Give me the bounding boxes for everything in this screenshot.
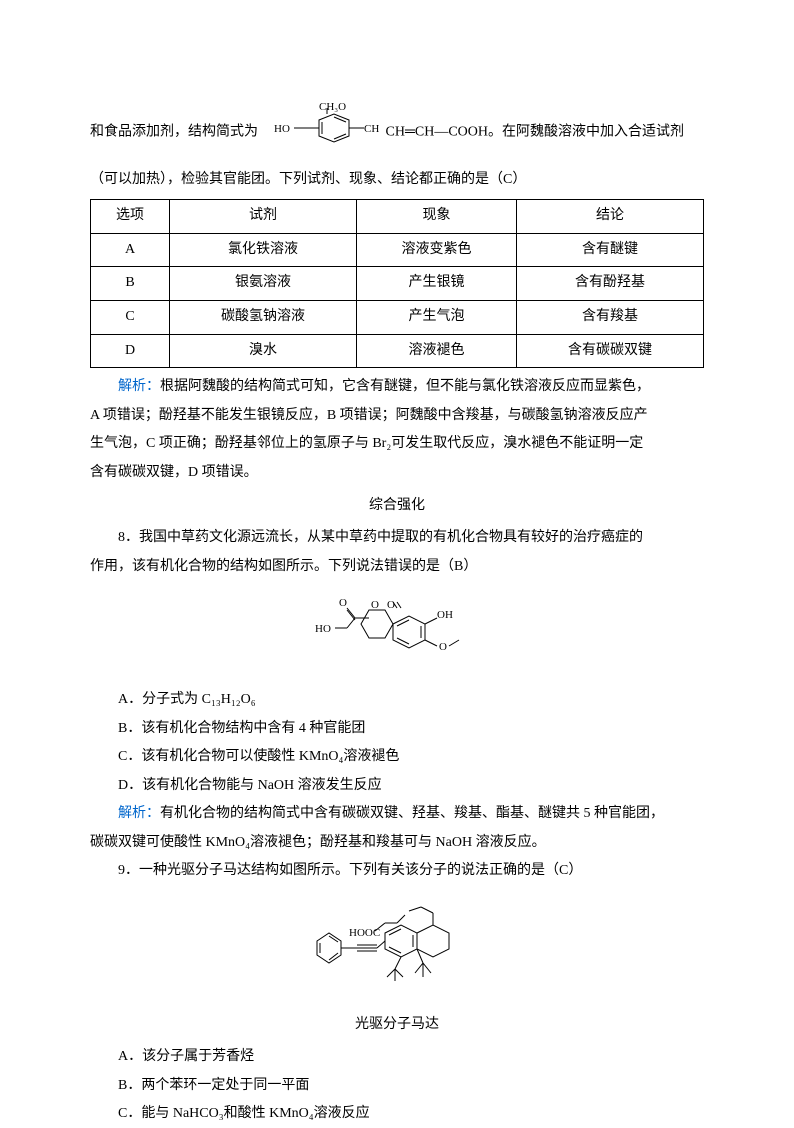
ch-label: CH — [364, 123, 379, 135]
q8-molecule: HO O O O OH O — [90, 588, 704, 679]
och3-text: O — [439, 641, 447, 653]
cell: 产生气泡 — [357, 300, 517, 334]
table-row: D 溴水 溶液褪色 含有碳碳双键 — [91, 334, 704, 368]
q9-stem: 9．一种光驱分子马达结构如图所示。下列有关该分子的说法正确的是（C） — [90, 858, 704, 885]
cell: 含有碳碳双键 — [516, 334, 703, 368]
table-header-row: 选项 试剂 现象 结论 — [91, 200, 704, 234]
cell: 氯化铁溶液 — [170, 233, 357, 267]
cell: D — [91, 334, 170, 368]
cell: 产生银镜 — [357, 267, 517, 301]
o-text2: O — [371, 599, 379, 611]
analysis-label: 解析： — [118, 379, 160, 394]
analysis1-t1: 根据阿魏酸的结构简式可知，它含有醚键，但不能与氯化铁溶液反应而显紫色， — [160, 379, 650, 394]
q9-optA: A．该分子属于芳香烃 — [90, 1044, 704, 1071]
table-row: C 碳酸氢钠溶液 产生气泡 含有羧基 — [91, 300, 704, 334]
th-reagent: 试剂 — [170, 200, 357, 234]
analysis1-line1: 解析：根据阿魏酸的结构简式可知，它含有醚键，但不能与氯化铁溶液反应而显紫色， — [90, 374, 704, 401]
th-conclusion: 结论 — [516, 200, 703, 234]
analysis2-t1: 有机化合物的结构简式中含有碳碳双键、羟基、羧基、酯基、醚键共 5 种官能团， — [160, 806, 664, 821]
o-text3: O — [387, 599, 395, 611]
oh-text: OH — [437, 609, 453, 621]
ho-label: HO — [274, 123, 290, 135]
table-row: B 银氨溶液 产生银镜 含有酚羟基 — [91, 267, 704, 301]
analysis1-line2: A 项错误；酚羟基不能发生银镜反应，B 项错误；阿魏酸中含羧基，与碳酸氢钠溶液反… — [90, 403, 704, 430]
hooc-text: HOOC — [349, 927, 380, 939]
th-option: 选项 — [91, 200, 170, 234]
q8-optD: D．该有机化合物能与 NaOH 溶液发生反应 — [90, 773, 704, 800]
q8-stem2: 作用，该有机化合物的结构如图所示。下列说法错误的是（B） — [90, 554, 704, 581]
q8-optB: B．该有机化合物结构中含有 4 种官能团 — [90, 716, 704, 743]
q9-caption: 光驱分子马达 — [90, 1012, 704, 1039]
q8-optA: A．分子式为 C₁₃H₁₂O₆ — [90, 687, 704, 714]
analysis2-line2: 碳碳双键可使酸性 KMnO₄溶液褪色；酚羟基和羧基可与 NaOH 溶液反应。 — [90, 830, 704, 857]
ho-text: HO — [315, 623, 331, 635]
cell: 含有酚羟基 — [516, 267, 703, 301]
q9-optC: C．能与 NaHCO₃和酸性 KMnO₄溶液反应 — [90, 1101, 704, 1128]
cell: B — [91, 267, 170, 301]
ch3o-label: CH₃O — [319, 101, 346, 113]
table-row: A 氯化铁溶液 溶液变紫色 含有醚键 — [91, 233, 704, 267]
cell: 溶液褪色 — [357, 334, 517, 368]
cell: 碳酸氢钠溶液 — [170, 300, 357, 334]
analysis-label2: 解析： — [118, 806, 160, 821]
cell: 溴水 — [170, 334, 357, 368]
cell: 含有羧基 — [516, 300, 703, 334]
q9-optB: B．两个苯环一定处于同一平面 — [90, 1073, 704, 1100]
cell: C — [91, 300, 170, 334]
intro-line2: （可以加热），检验其官能团。下列试剂、现象、结论都正确的是（C） — [90, 167, 704, 194]
cell: 银氨溶液 — [170, 267, 357, 301]
analysis1-line3: 生气泡，C 项正确；酚羟基邻位上的氢原子与 Br₂可发生取代反应，溴水褪色不能证… — [90, 431, 704, 458]
ferulic-acid-fragment: CH₃O HO CH — [264, 100, 384, 165]
analysis1-line4: 含有碳碳双键，D 项错误。 — [90, 460, 704, 487]
intro-text-a: 和食品添加剂，结构简式为 — [90, 125, 258, 140]
analysis2-line1: 解析：有机化合物的结构简式中含有碳碳双键、羟基、羧基、酯基、醚键共 5 种官能团… — [90, 801, 704, 828]
intro-line1: 和食品添加剂，结构简式为 CH₃O HO CH CH═CH—COOH。在阿魏酸溶… — [90, 100, 704, 165]
q8-optC: C．该有机化合物可以使酸性 KMnO₄溶液褪色 — [90, 744, 704, 771]
reagent-table: 选项 试剂 现象 结论 A 氯化铁溶液 溶液变紫色 含有醚键 B 银氨溶液 产生… — [90, 199, 704, 368]
section-title: 综合强化 — [90, 493, 704, 520]
intro-text-b: CH═CH—COOH。在阿魏酸溶液中加入合适试剂 — [386, 125, 684, 140]
cell: 溶液变紫色 — [357, 233, 517, 267]
o-text1: O — [339, 597, 347, 609]
cell: A — [91, 233, 170, 267]
q9-molecule: HOOC — [90, 893, 704, 1004]
q8-stem1: 8．我国中草药文化源远流长，从某中草药中提取的有机化合物具有较好的治疗癌症的 — [90, 525, 704, 552]
th-phenomenon: 现象 — [357, 200, 517, 234]
cell: 含有醚键 — [516, 233, 703, 267]
